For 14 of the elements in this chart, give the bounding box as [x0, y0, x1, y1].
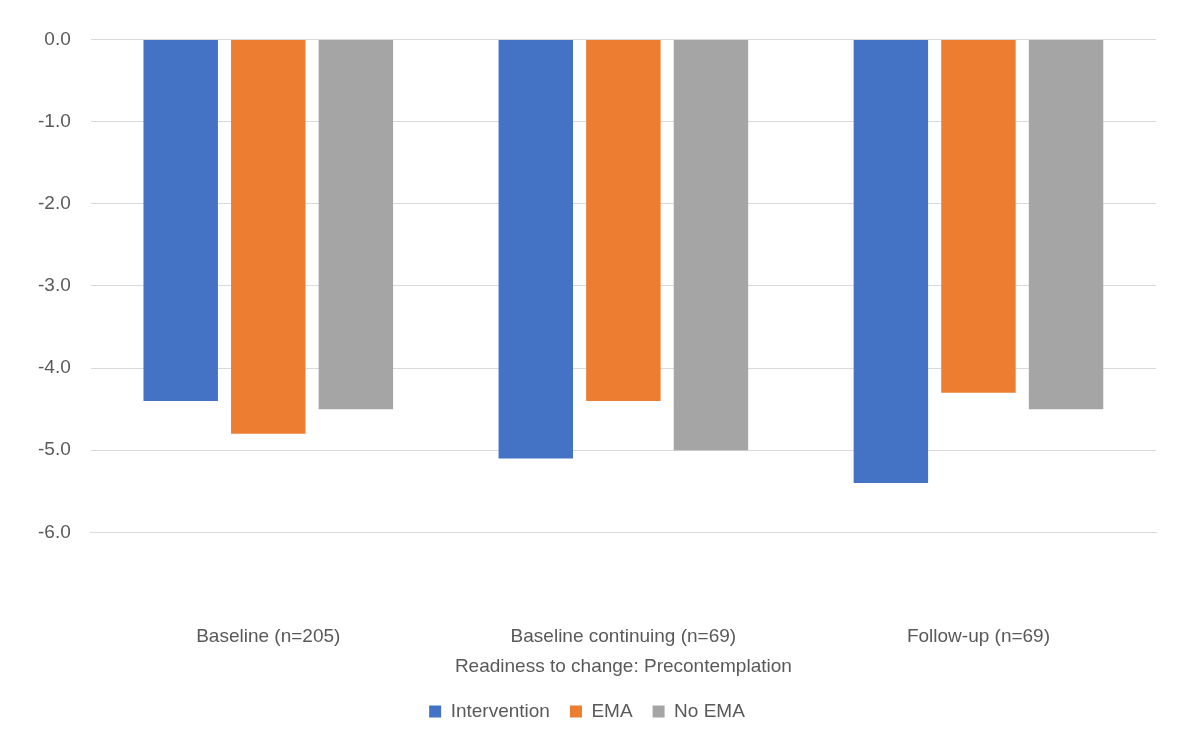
y-tick-label: -4.0	[37, 356, 71, 378]
x-tick-label: Baseline (n=205)	[196, 625, 341, 647]
x-tick-label: Baseline continuing (n=69)	[510, 625, 737, 647]
y-tick-label: -2.0	[37, 191, 71, 213]
y-tick-label: -1.0	[37, 109, 71, 131]
x-axis-title: Readiness to change: Precontemplation	[454, 654, 792, 676]
legend-label: EMA	[591, 699, 633, 721]
y-tick-label: -3.0	[37, 274, 71, 296]
x-tick-label: Follow-up (n=69)	[906, 625, 1050, 647]
legend-label: No EMA	[674, 699, 746, 721]
y-tick-label: 0.0	[44, 27, 71, 49]
y-tick-label: -5.0	[37, 438, 71, 460]
y-tick-label: -6.0	[37, 520, 71, 542]
legend-label: Intervention	[450, 699, 550, 721]
